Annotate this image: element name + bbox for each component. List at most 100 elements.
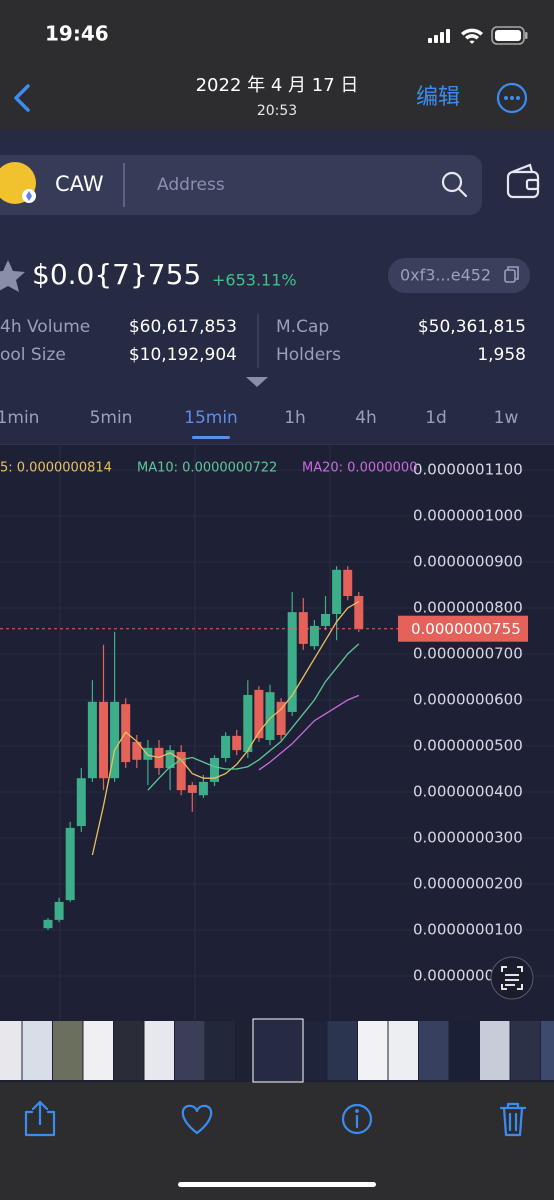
photo-thumbnail[interactable] [53,1021,83,1080]
candle-body [54,901,64,920]
y-tick-label: 0.0000000700 [413,645,523,663]
y-tick-label: 0.0000000600 [413,691,523,709]
stat-label: 4h Volume [0,317,90,337]
nav-time: 20:53 [257,103,297,119]
timeframe-tab[interactable]: 4h [355,408,377,428]
timeframe-tab[interactable]: 15min [184,408,238,428]
ma-line [91,600,360,856]
timeframe-tab[interactable]: 1w [494,408,519,428]
price-change: +653.11% [212,271,297,290]
photo-thumbnail[interactable] [144,1021,175,1080]
token-name: CAW [55,172,104,196]
ma-line [258,694,360,771]
contract-address: 0xf3...e452 [400,266,491,285]
tab-underline [192,436,230,439]
candle-body [276,701,286,735]
status-time: 19:46 [45,22,109,46]
edit-button[interactable]: 编辑 [416,85,460,110]
stat-value: $50,361,815 [418,317,526,337]
candle-body [99,701,108,779]
ma-line [147,643,360,791]
candle-body [65,827,75,901]
y-tick-label: 0.0000000100 [413,921,523,939]
candle-body [76,778,86,827]
search-box[interactable] [0,155,482,215]
candle-body [243,694,253,752]
search-icon[interactable] [441,171,468,198]
y-tick-label: 0.0000000900 [413,553,523,571]
candle-body [87,701,97,779]
y-tick-label: 0.0000000300 [413,829,523,847]
like-button[interactable] [181,1104,213,1135]
back-button[interactable] [14,84,30,112]
timeframe-tab[interactable]: 1d [425,408,447,428]
info-button[interactable] [341,1103,373,1135]
home-indicator [178,1182,376,1187]
photo-thumbnail[interactable] [0,1021,22,1080]
scan-button[interactable] [490,956,534,1000]
contract-pill[interactable] [388,258,530,293]
photo-thumbnail[interactable] [510,1021,541,1080]
photo-thumbnail[interactable] [83,1021,114,1080]
candle-body [354,596,364,629]
timeframe-tab[interactable]: 1min [0,408,39,428]
candle-body [132,741,142,760]
photo-thumbnail[interactable] [480,1021,510,1080]
candle-body [110,701,120,779]
stat-label: ool Size [0,345,66,365]
copy-icon[interactable] [504,266,519,283]
photo-thumbnail[interactable] [419,1021,449,1080]
candle-body [332,569,342,614]
photo-thumbnail[interactable] [175,1021,205,1080]
candle-body [298,612,308,644]
stat-value: 1,958 [477,345,526,365]
photo-thumbnail[interactable] [449,1021,480,1080]
top-bar [0,0,554,130]
photo-thumbnail[interactable] [541,1021,554,1080]
share-button[interactable] [24,1100,56,1137]
photo-thumbnail[interactable] [388,1021,419,1080]
y-tick-label: 0.0000000200 [413,875,523,893]
y-tick-label: 0.0000000800 [413,599,523,617]
candle-body [198,781,208,796]
search-placeholder: Address [157,175,225,195]
expand-arrow[interactable] [246,377,268,387]
candle-body [187,785,197,793]
photo-thumbnail[interactable] [327,1021,358,1080]
candle-body [309,625,319,647]
timeframe-tab[interactable]: 1h [284,408,306,428]
stat-label: M.Cap [276,317,329,337]
last-price-label: 0.0000000755 [411,620,521,638]
candle-body [232,735,242,751]
stat-value: $10,192,904 [129,345,237,365]
candle-body [210,757,219,782]
status-icons [428,26,528,45]
photo-thumbnail[interactable] [205,1021,236,1080]
photo-thumbnail[interactable] [358,1021,388,1080]
photo-thumbnail[interactable] [22,1021,53,1080]
stat-value: $60,617,853 [129,317,237,337]
toolbar [0,1082,554,1200]
more-button[interactable] [496,82,528,114]
nav-date: 2022 年 4 月 17 日 [196,75,359,96]
wallet-icon[interactable] [506,163,540,199]
favorite-star[interactable] [0,260,25,292]
candle-body [43,919,53,929]
stat-label: Holders [276,345,341,365]
candle-body [287,612,297,712]
candle-body [265,692,275,741]
candle-body [254,689,264,739]
delete-button[interactable] [499,1102,527,1137]
y-tick-label: 0.0000001100 [413,461,523,479]
price: $0.0{7}755 [32,258,201,291]
candle-body [176,751,186,791]
photo-thumbnail[interactable] [114,1021,144,1080]
current-thumbnail [252,1018,304,1083]
legend-entry: MA20: 0.0000000 [302,461,417,476]
timeframe-tab[interactable]: 5min [90,408,133,428]
candle-body [321,613,330,626]
candle-body [165,750,175,769]
candle-body [221,735,231,758]
